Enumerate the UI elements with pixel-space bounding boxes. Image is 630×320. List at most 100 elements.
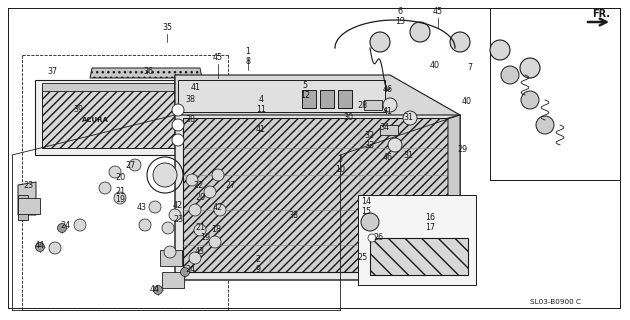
Text: 35: 35	[162, 23, 172, 33]
Circle shape	[109, 166, 121, 178]
Text: 42: 42	[213, 203, 223, 212]
Text: 38: 38	[185, 95, 195, 105]
Text: 21: 21	[115, 188, 125, 196]
Circle shape	[194, 224, 206, 236]
Text: 19: 19	[200, 234, 210, 243]
Text: 30: 30	[343, 114, 353, 123]
Circle shape	[35, 243, 45, 252]
Text: 42: 42	[173, 201, 183, 210]
Circle shape	[181, 268, 190, 276]
Text: 31: 31	[403, 150, 413, 159]
Text: 20: 20	[195, 194, 205, 203]
Bar	[302, 90, 316, 108]
Text: 8: 8	[246, 58, 251, 67]
Polygon shape	[90, 68, 202, 78]
Text: 4: 4	[258, 95, 263, 105]
Circle shape	[149, 201, 161, 213]
Text: 33: 33	[364, 140, 374, 149]
Circle shape	[186, 174, 198, 186]
Text: 23: 23	[23, 180, 33, 189]
Text: 44: 44	[150, 285, 160, 294]
Text: 40: 40	[430, 60, 440, 69]
Text: 32: 32	[364, 131, 374, 140]
Text: FR.: FR.	[592, 9, 610, 19]
Circle shape	[520, 58, 540, 78]
Text: 31: 31	[403, 114, 413, 123]
Text: 6: 6	[398, 7, 403, 17]
Text: 16: 16	[425, 213, 435, 222]
Circle shape	[169, 209, 181, 221]
Text: 9: 9	[255, 266, 261, 275]
Circle shape	[129, 159, 141, 171]
Circle shape	[114, 192, 126, 204]
Polygon shape	[18, 182, 36, 215]
Text: 46: 46	[383, 85, 393, 94]
Text: 24: 24	[60, 220, 70, 229]
Polygon shape	[35, 80, 185, 155]
Circle shape	[49, 242, 61, 254]
Bar	[18, 195, 28, 220]
Text: 45: 45	[213, 53, 223, 62]
Circle shape	[153, 163, 177, 187]
Polygon shape	[178, 80, 385, 112]
Circle shape	[139, 219, 151, 231]
Text: 34: 34	[379, 124, 389, 132]
Text: 44: 44	[35, 241, 45, 250]
Circle shape	[172, 119, 184, 131]
Circle shape	[74, 219, 86, 231]
Text: 19: 19	[115, 196, 125, 204]
Bar	[320, 90, 334, 108]
Bar	[42, 83, 178, 91]
Polygon shape	[370, 238, 468, 275]
Text: 38: 38	[288, 211, 298, 220]
Text: 13: 13	[395, 18, 405, 27]
Circle shape	[209, 236, 221, 248]
Text: 39: 39	[73, 106, 83, 115]
Circle shape	[490, 40, 510, 60]
Text: 40: 40	[462, 98, 472, 107]
Text: ACURA: ACURA	[81, 117, 108, 123]
Text: 29: 29	[457, 146, 467, 155]
Circle shape	[189, 252, 201, 264]
Bar	[364, 100, 382, 110]
Bar	[358, 195, 476, 285]
Text: 27: 27	[225, 180, 235, 189]
Polygon shape	[175, 75, 460, 280]
Circle shape	[388, 138, 402, 152]
Text: 12: 12	[300, 91, 310, 100]
Text: 45: 45	[433, 7, 443, 17]
Text: 22: 22	[193, 180, 203, 189]
Polygon shape	[183, 118, 448, 272]
Bar	[380, 125, 398, 135]
Text: 38: 38	[185, 116, 195, 124]
Text: 20: 20	[115, 173, 125, 182]
Text: 11: 11	[256, 106, 266, 115]
Circle shape	[536, 116, 554, 134]
Text: 46: 46	[383, 154, 393, 163]
Circle shape	[164, 246, 176, 258]
Circle shape	[370, 32, 390, 52]
Text: 14: 14	[361, 197, 371, 206]
Circle shape	[172, 134, 184, 146]
Circle shape	[99, 182, 111, 194]
Text: 17: 17	[425, 223, 435, 233]
Text: 15: 15	[361, 207, 371, 217]
Polygon shape	[160, 250, 182, 266]
Circle shape	[501, 66, 519, 84]
Polygon shape	[175, 75, 460, 115]
Text: 27: 27	[125, 161, 135, 170]
Text: 5: 5	[302, 81, 307, 90]
Circle shape	[162, 222, 174, 234]
Text: SL03-B0900 C: SL03-B0900 C	[529, 299, 580, 305]
Circle shape	[214, 204, 226, 216]
Text: 18: 18	[211, 226, 221, 235]
Text: 3: 3	[338, 156, 343, 164]
Text: 26: 26	[373, 234, 383, 243]
Circle shape	[189, 204, 201, 216]
Polygon shape	[448, 115, 460, 280]
Circle shape	[361, 213, 379, 231]
Circle shape	[368, 234, 376, 242]
Text: 36: 36	[143, 68, 153, 76]
Text: 1: 1	[246, 47, 251, 57]
Text: 23: 23	[173, 215, 183, 225]
